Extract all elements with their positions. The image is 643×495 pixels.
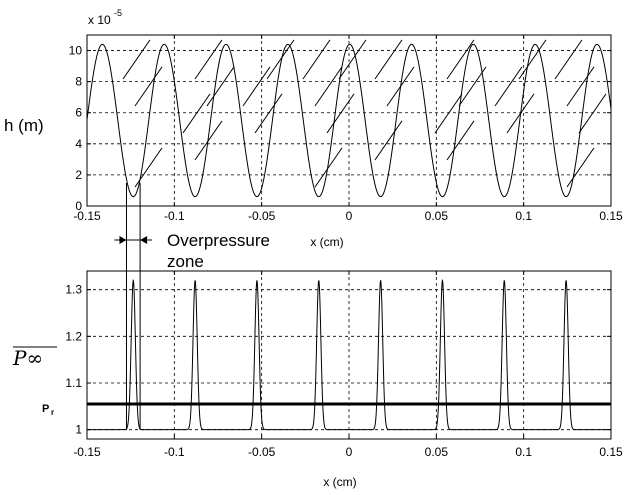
- axis-ticks: -0.15 -0.1 -0.05 0 0.05 0.1 0.15 1 1.1 1.2 1.3: [65, 271, 623, 459]
- hatch-line: [578, 93, 607, 134]
- hatch-line: [314, 147, 343, 188]
- annotation-text: Overpressure: [167, 231, 270, 250]
- film-thickness-curve: [86, 43, 612, 198]
- hatch-line: [194, 120, 223, 161]
- y-exponent-label: x 10: [88, 13, 111, 27]
- y-axis-label: P∞: [12, 346, 43, 370]
- hatch-line: [314, 66, 343, 107]
- y-tick-label: 1: [75, 423, 82, 437]
- x-tick-label: -0.05: [248, 209, 276, 223]
- y-axis-label: h (m): [4, 116, 44, 135]
- hatch-line: [194, 39, 223, 80]
- x-tick-label: 0.15: [599, 209, 623, 223]
- x-tick-label: -0.15: [73, 209, 101, 223]
- x-tick-label: 0.1: [515, 209, 532, 223]
- y-tick-label: 1.2: [65, 329, 82, 343]
- hatch-line: [494, 66, 523, 107]
- grid-lines: [87, 271, 611, 439]
- bottom-chart: -0.15 -0.1 -0.05 0 0.05 0.1 0.15 1 1.1 1.2 1.3 x (…: [12, 270, 623, 489]
- x-tick-label: 0: [346, 445, 353, 459]
- grid-lines: [87, 35, 611, 206]
- hatch-line: [374, 39, 403, 80]
- x-tick-label: 0.15: [599, 445, 623, 459]
- x-tick-label: 0.05: [425, 209, 449, 223]
- hatch-line: [566, 147, 595, 188]
- y-exponent-power: -5: [114, 8, 122, 18]
- pr-label: P: [42, 403, 49, 415]
- hatch-line: [242, 66, 271, 107]
- arrowhead: [140, 236, 148, 244]
- overpressure-annotation: Overpressure zone: [114, 183, 270, 430]
- arrowhead: [119, 236, 127, 244]
- x-tick-label: -0.15: [73, 445, 101, 459]
- y-tick-label: 8: [75, 75, 82, 89]
- hatch-line: [446, 39, 475, 80]
- y-tick-label: 0: [75, 199, 82, 213]
- hatch-line: [182, 93, 211, 134]
- y-tick-label: 2: [75, 168, 82, 182]
- hatch-line: [446, 120, 475, 161]
- hatch-line: [134, 147, 163, 188]
- pr-label-sub: r: [51, 408, 54, 417]
- y-tick-label: 4: [75, 137, 82, 151]
- y-tick-label: 6: [75, 106, 82, 120]
- hatch-line: [302, 39, 331, 80]
- x-tick-label: 0: [346, 209, 353, 223]
- hatch-line: [434, 93, 463, 134]
- hatch-line: [554, 39, 583, 80]
- x-tick-label: 0.1: [515, 445, 532, 459]
- x-tick-label: -0.1: [164, 445, 185, 459]
- x-tick-label: -0.05: [248, 445, 276, 459]
- hatch-line: [326, 93, 355, 134]
- hatch-line: [254, 93, 283, 134]
- hatch-line: [338, 39, 367, 80]
- annotation-text: zone: [167, 252, 204, 271]
- axis-ticks: -0.15 -0.1 -0.05 0 0.05 0.1 0.15 0 2 4 6 8 10: [69, 35, 623, 223]
- hatch-line: [458, 66, 487, 107]
- x-tick-label: 0.05: [425, 445, 449, 459]
- hatch-line: [134, 66, 163, 107]
- hatch-line: [266, 39, 295, 80]
- x-axis-label: x (cm): [323, 475, 356, 489]
- hatch-line: [374, 120, 403, 161]
- hatch-line: [122, 39, 151, 80]
- y-tick-label: 10: [69, 44, 83, 58]
- hatch-line: [566, 66, 595, 107]
- x-tick-label: -0.1: [164, 209, 185, 223]
- y-tick-label: 1.1: [65, 376, 82, 390]
- x-axis-label: x (cm): [310, 235, 343, 249]
- pressure-curve: [87, 278, 611, 431]
- y-tick-label: 1.3: [65, 283, 82, 297]
- hatch-line: [206, 66, 235, 107]
